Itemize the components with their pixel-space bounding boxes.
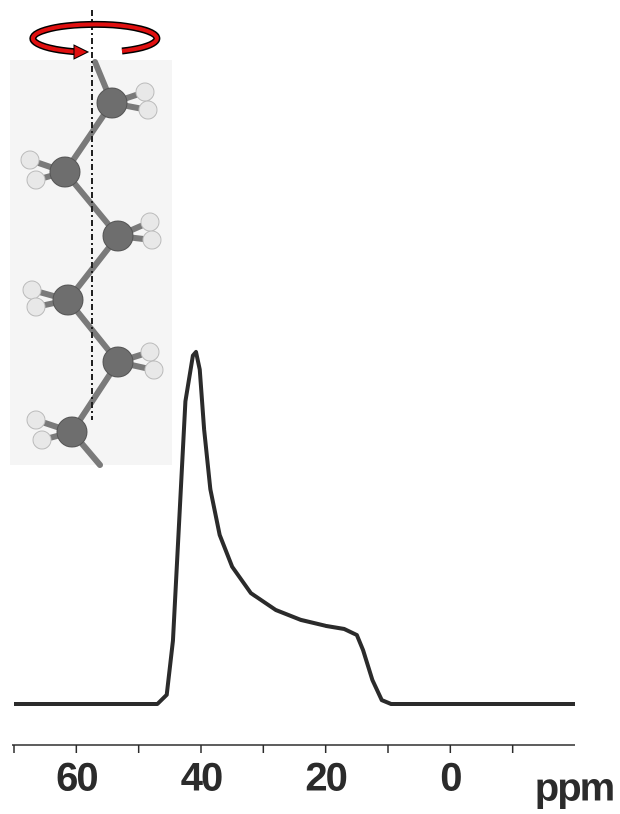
- x-axis-label: ppm: [535, 766, 614, 810]
- x-tick-label: 20: [305, 756, 346, 800]
- x-tick-label: 60: [56, 756, 97, 800]
- x-tick-label: 0: [440, 756, 461, 800]
- spectrum-line: [14, 350, 575, 706]
- molecule-illustration: [10, 10, 172, 468]
- x-tick-label: 40: [181, 756, 222, 800]
